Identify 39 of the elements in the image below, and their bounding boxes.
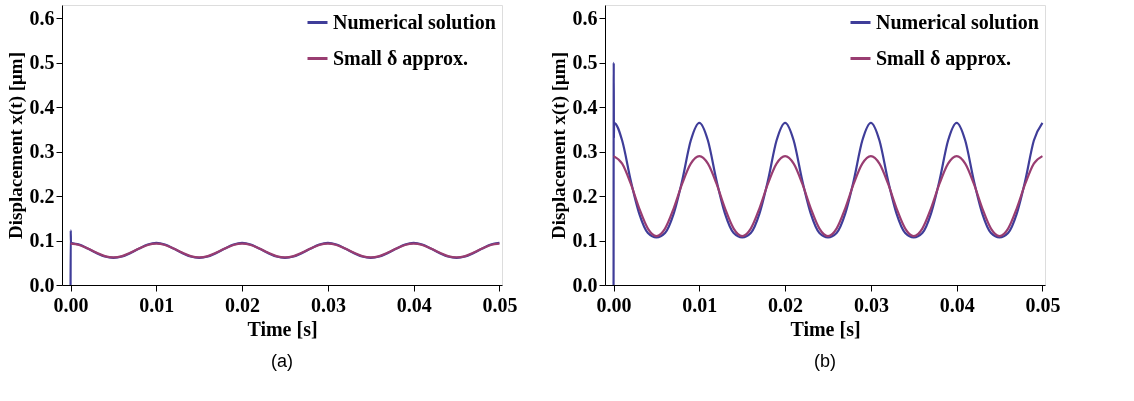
x-tick-label: 0.05: [482, 293, 518, 316]
x-axis-title: Time [s]: [247, 317, 318, 340]
legend-label: Small δ approx.: [333, 46, 469, 70]
x-tick-label: 0.04: [939, 293, 975, 316]
x-tick-label: 0.02: [768, 293, 804, 316]
legend-label: Numerical solution: [876, 10, 1039, 33]
x-tick-label: 0.02: [225, 293, 261, 316]
text: (a): [271, 351, 293, 371]
x-tick-label: 0.04: [396, 293, 432, 316]
x-tick-label: 0.00: [53, 293, 89, 316]
y-tick-label: 0.2: [29, 184, 55, 207]
y-tick-label: 0.0: [572, 273, 598, 296]
x-tick-label: 0.05: [1025, 293, 1061, 316]
y-tick-label: 0.2: [572, 184, 598, 207]
y-tick-label: 0.4: [572, 95, 598, 118]
y-tick-label: 0.1: [29, 229, 55, 252]
y-tick-label: 0.4: [29, 95, 55, 118]
x-tick-label: 0.01: [682, 293, 718, 316]
y-tick-label: 0.5: [572, 51, 598, 74]
line-series: [69, 229, 501, 287]
y-tick-label: 0.3: [572, 140, 598, 163]
y-tick-label: 0.1: [572, 229, 598, 252]
y-tick-label: 0.0: [29, 273, 55, 296]
legend-label: Small δ approx.: [876, 46, 1012, 70]
y-tick-label: 0.3: [29, 140, 55, 163]
y-axis-title: Displacement x(t) [μm]: [547, 52, 570, 239]
x-tick-label: 0.03: [853, 293, 889, 316]
y-tick-label: 0.6: [572, 6, 598, 29]
line-series: [612, 155, 1044, 238]
text: (b): [814, 351, 836, 371]
x-tick-label: 0.00: [596, 293, 632, 316]
y-tick-label: 0.6: [29, 6, 55, 29]
x-tick-label: 0.03: [310, 293, 346, 316]
y-tick-label: 0.5: [29, 51, 55, 74]
x-axis-title: Time [s]: [790, 317, 861, 340]
y-axis-title: Displacement x(t) [μm]: [4, 52, 27, 239]
x-tick-label: 0.01: [139, 293, 175, 316]
legend-label: Numerical solution: [333, 10, 496, 33]
line-series: [69, 242, 501, 259]
